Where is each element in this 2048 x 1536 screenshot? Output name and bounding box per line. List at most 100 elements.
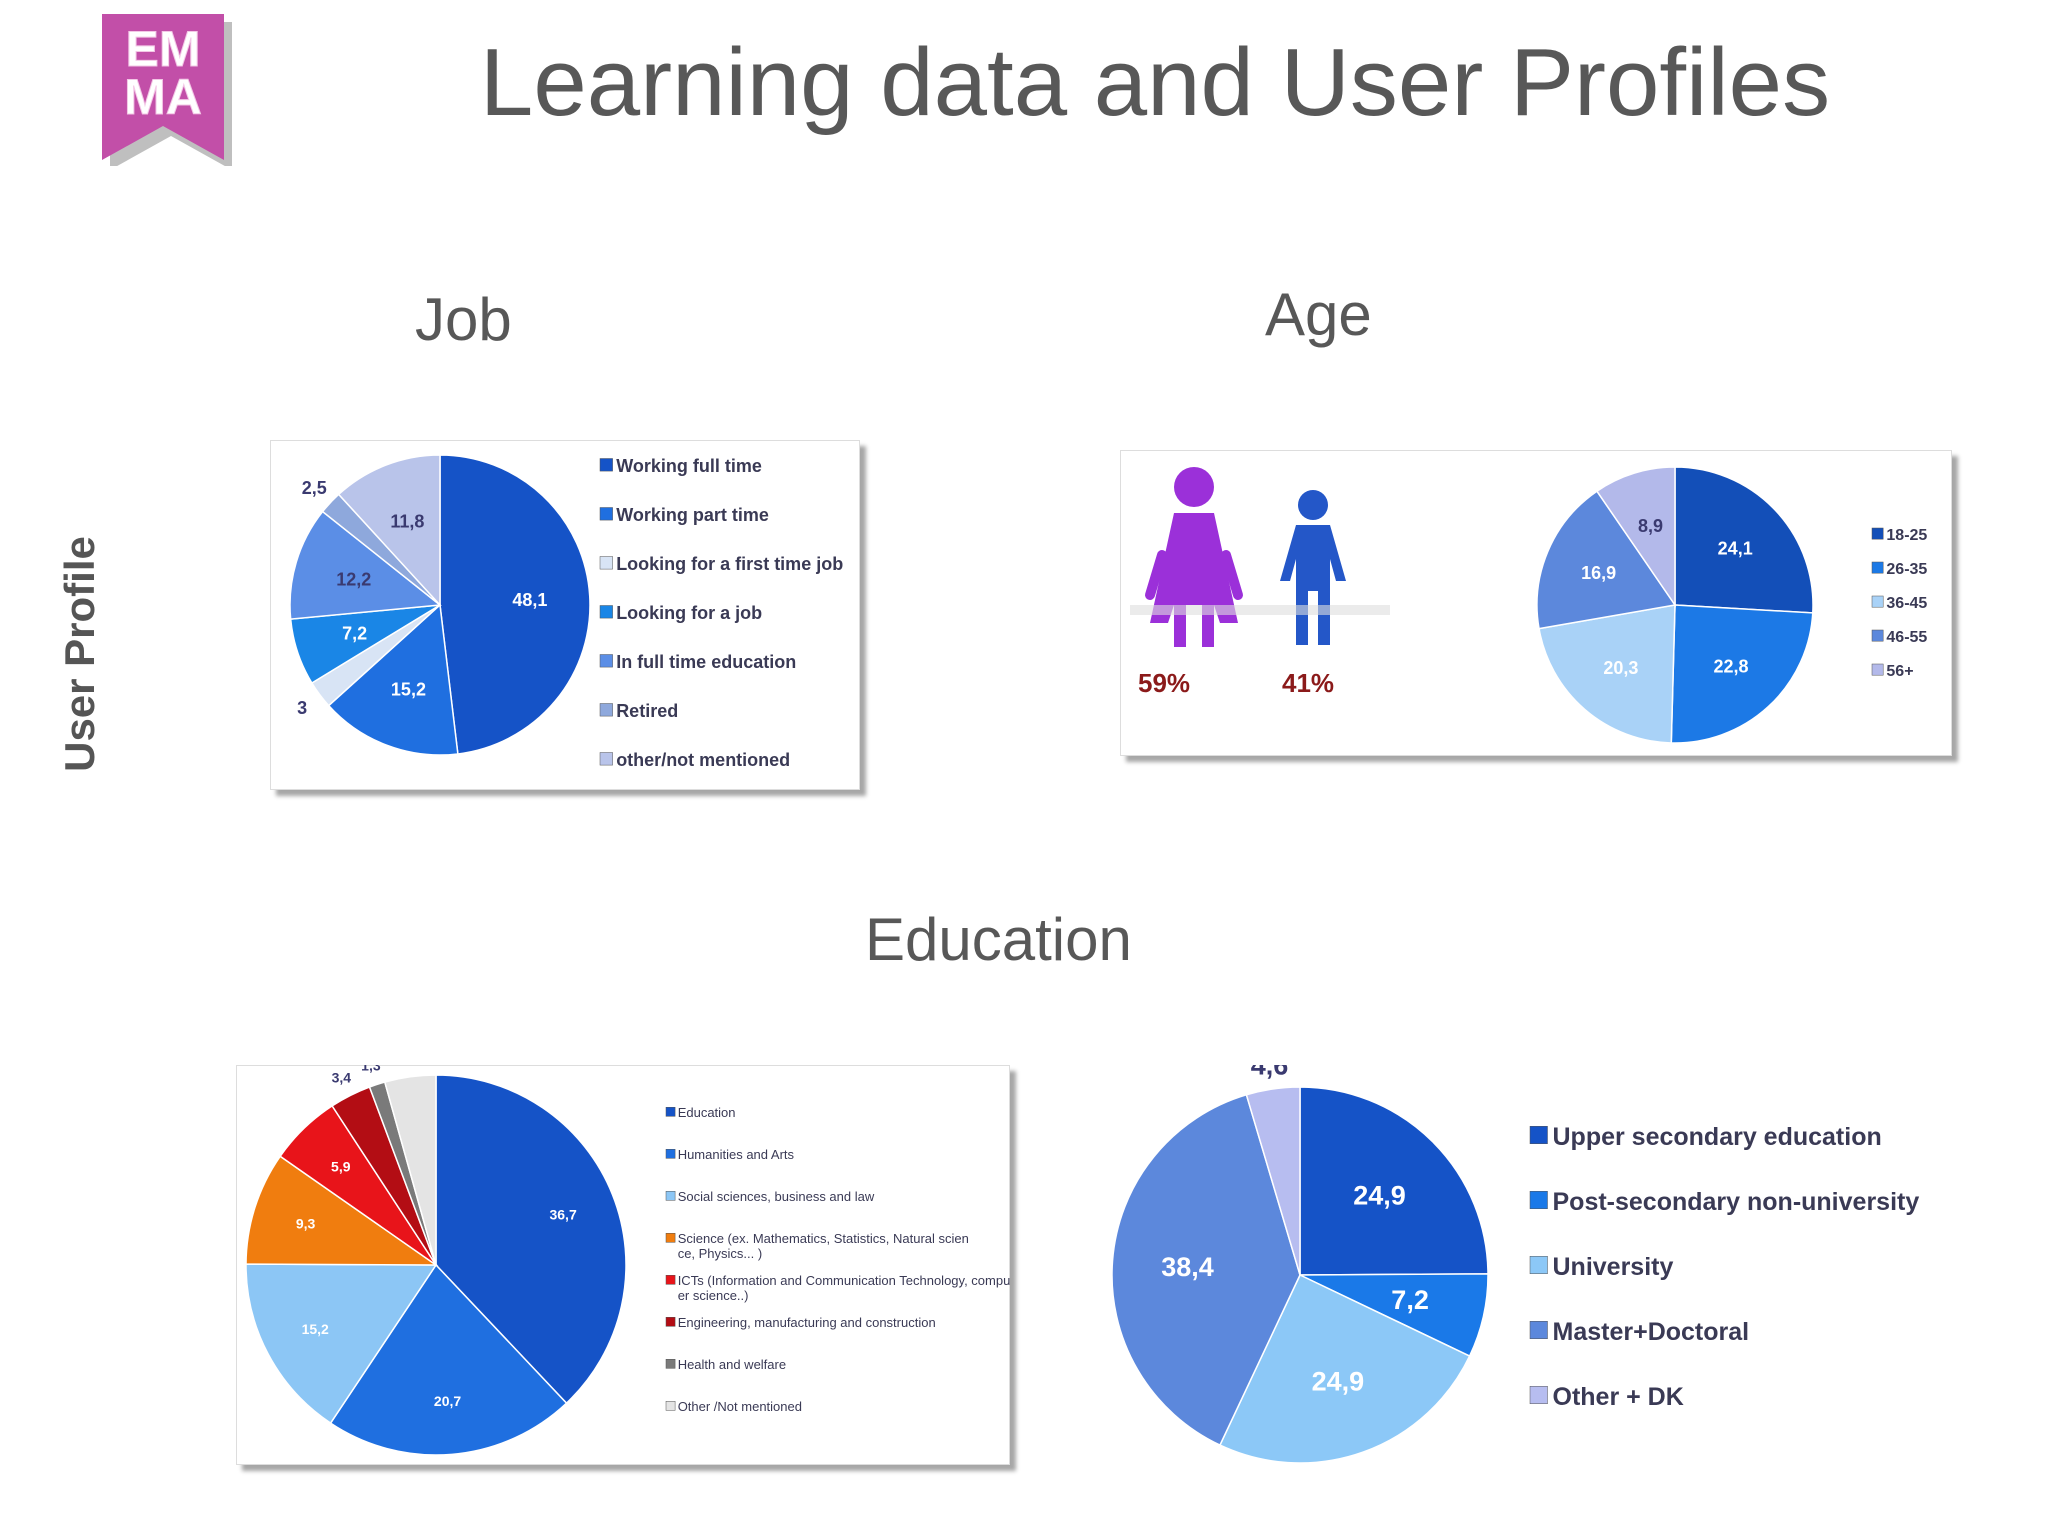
education_level-legend-label-4: Other + DK xyxy=(1553,1383,1684,1411)
job-legend-swatch-6 xyxy=(599,752,613,766)
age-slice-2 xyxy=(1538,604,1676,744)
age-slice-3 xyxy=(1536,490,1677,630)
education_field-legend-label-4: ICTs (Information and Communication Tech… xyxy=(678,1273,1010,1288)
job-legend-label-1: Working part time xyxy=(616,505,769,525)
section-title-education: Education xyxy=(865,906,1132,973)
education_level-legend-swatch-3 xyxy=(1529,1321,1548,1339)
age-legend-label-3: 46-55 xyxy=(1886,629,1927,646)
emma-logo: EM MA xyxy=(102,14,232,166)
education-field-pie-chart: 36,720,715,29,35,93,41,34,2EducationHuma… xyxy=(245,1065,1010,1456)
age-value-label-3: 16,9 xyxy=(1581,563,1616,583)
education_level-legend-swatch-1 xyxy=(1529,1191,1548,1209)
section-title-job: Job xyxy=(415,286,512,353)
age-slice-1 xyxy=(1670,604,1814,744)
education_level-value-label-3: 38,4 xyxy=(1161,1252,1214,1282)
job-legend-swatch-4 xyxy=(599,654,613,668)
job-value-label-5: 2,5 xyxy=(302,478,327,498)
job-legend-label-4: In full time education xyxy=(616,652,796,672)
job-legend-label-2: Looking for a first time job xyxy=(616,554,843,574)
education_level-value-label-2: 24,9 xyxy=(1312,1367,1365,1397)
job-value-label-3: 7,2 xyxy=(342,624,367,644)
education_field-slice-1 xyxy=(329,1263,568,1456)
education_field-value-label-6: 1,3 xyxy=(361,1065,381,1073)
job-legend-label-0: Working full time xyxy=(616,456,762,476)
education_field-legend-label-3: Science (ex. Mathematics, Statistics, Na… xyxy=(678,1231,969,1246)
job-legend-swatch-0 xyxy=(599,458,613,472)
job-legend-swatch-2 xyxy=(599,556,613,570)
age-slice-0 xyxy=(1674,466,1814,614)
age-slice-4 xyxy=(1595,466,1676,608)
education_field-slice-3 xyxy=(245,1155,439,1266)
age-legend-label-4: 56+ xyxy=(1886,663,1913,680)
side-label: User Profile xyxy=(56,536,103,772)
job-slice-0 xyxy=(439,454,591,755)
job-legend-label-5: Retired xyxy=(616,701,678,721)
job-slice-4 xyxy=(289,510,442,620)
age-legend-swatch-0 xyxy=(1871,527,1884,540)
education_field-value-label-5: 3,4 xyxy=(332,1069,352,1085)
education_field-legend-label-2: Social sciences, business and law xyxy=(678,1189,875,1204)
education_level-legend-label-2: University xyxy=(1553,1253,1674,1281)
job-legend-label-3: Looking for a job xyxy=(616,603,762,623)
female-percentage: 59% xyxy=(1138,668,1190,698)
education_field-legend-swatch-4 xyxy=(665,1275,676,1285)
education_field-legend-label-1: Humanities and Arts xyxy=(678,1147,795,1162)
age-legend-swatch-1 xyxy=(1871,561,1884,574)
education_field-slice-7 xyxy=(383,1074,437,1266)
education_field-legend-label-6: Health and welfare xyxy=(678,1357,786,1372)
education_level-legend-swatch-0 xyxy=(1529,1126,1548,1144)
education_level-legend-label-1: Post-secondary non-university xyxy=(1553,1188,1920,1216)
job-pie-chart: 48,1 15,2 3 7,2 12,2 2,5 11,8 Working full time… xyxy=(289,454,843,770)
education_field-legend-label-4: er science..) xyxy=(678,1288,749,1303)
age-value-label-1: 22,8 xyxy=(1714,656,1749,676)
education_field-legend-label-5: Engineering, manufacturing and construct… xyxy=(678,1315,936,1330)
age-value-label-4: 8,9 xyxy=(1638,516,1663,536)
education_field-legend-swatch-0 xyxy=(665,1107,676,1117)
job-legend-swatch-3 xyxy=(599,605,613,619)
job-value-label-4: 12,2 xyxy=(336,570,371,590)
education_level-legend-swatch-2 xyxy=(1529,1256,1548,1274)
age-legend-swatch-3 xyxy=(1871,629,1884,642)
education_field-slice-2 xyxy=(245,1263,438,1425)
education_field-legend-label-7: Other /Not mentioned xyxy=(678,1399,802,1414)
education_field-legend-swatch-6 xyxy=(665,1359,676,1369)
job-legend-label-6: other/not mentioned xyxy=(616,750,790,770)
education_level-slice-4 xyxy=(1245,1086,1301,1276)
education_level-value-label-1: 7,2 xyxy=(1391,1285,1429,1315)
education_level-legend-swatch-4 xyxy=(1529,1386,1548,1404)
age-legend-label-0: 18-25 xyxy=(1886,527,1927,544)
age-pie-chart: 24,1 22,8 20,3 16,9 8,9 18-25 26-35 36-45 46-55 5… xyxy=(1536,466,1927,744)
education_field-legend-swatch-2 xyxy=(665,1191,676,1201)
education_field-slice-0 xyxy=(435,1074,627,1405)
education_field-legend-label-0: Education xyxy=(678,1105,736,1120)
education_field-legend-swatch-5 xyxy=(665,1317,676,1327)
job-slice-6 xyxy=(337,454,441,607)
age-value-label-0: 24,1 xyxy=(1718,538,1753,558)
education_level-slice-0 xyxy=(1299,1086,1489,1276)
job-legend-swatch-5 xyxy=(599,703,613,717)
education_field-value-label-1: 20,7 xyxy=(434,1393,461,1409)
education_level-legend-label-3: Master+Doctoral xyxy=(1553,1318,1750,1346)
job-value-label-1: 15,2 xyxy=(391,680,426,700)
job-value-label-6: 11,8 xyxy=(390,511,424,531)
education_level-legend-label-0: Upper secondary education xyxy=(1553,1123,1882,1151)
education_field-value-label-0: 36,7 xyxy=(549,1206,576,1222)
education_level-slice-3 xyxy=(1111,1093,1301,1447)
age-legend-label-1: 26-35 xyxy=(1886,561,1927,578)
age-legend-label-2: 36-45 xyxy=(1886,595,1927,612)
job-legend-swatch-1 xyxy=(599,507,613,521)
education_field-value-label-3: 9,3 xyxy=(296,1216,316,1232)
logo-ribbon xyxy=(102,14,224,160)
job-value-label-2: 3 xyxy=(297,698,307,718)
education_field-legend-swatch-1 xyxy=(665,1149,676,1159)
slide-title: Learning data and User Profiles xyxy=(479,29,1831,136)
job-slice-1 xyxy=(327,603,459,756)
logo-line2: MA xyxy=(124,69,202,125)
education_field-legend-swatch-7 xyxy=(665,1401,676,1411)
female-figure-icon xyxy=(1145,467,1243,647)
job-value-label-0: 48,1 xyxy=(512,590,547,610)
education_field-value-label-4: 5,9 xyxy=(331,1159,351,1175)
male-percentage: 41% xyxy=(1282,668,1334,698)
age-legend-swatch-2 xyxy=(1871,595,1884,608)
logo-line1: EM xyxy=(126,21,201,77)
